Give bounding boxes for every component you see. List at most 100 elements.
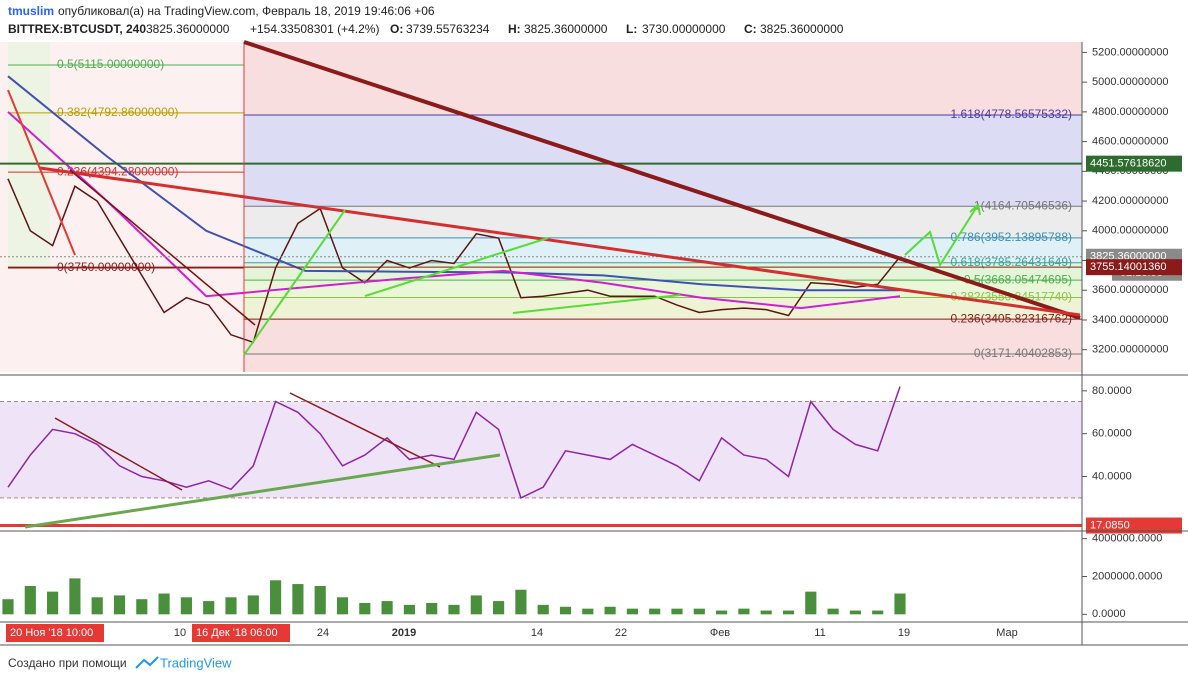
time-badge [192, 624, 290, 642]
y-tick-label: 40.0000 [1092, 470, 1132, 482]
x-tick-label: 24 [317, 627, 329, 639]
ohlc-value: 3739.55763234 [406, 22, 490, 36]
ohlc-value: 3825.36000000 [760, 22, 844, 36]
volume-bar [381, 601, 393, 615]
volume-bar [336, 597, 349, 615]
y-tick-label: 80.0000 [1092, 385, 1132, 397]
volume-bar [47, 591, 59, 615]
user[interactable]: tmuslim [8, 4, 54, 18]
trend-line [7, 89, 76, 256]
x-tick-label: 19 [898, 627, 910, 639]
y-tick-label: 3200.00000000 [1092, 344, 1168, 356]
volume-bar [738, 608, 750, 615]
ohlc-value: 3730.00000000 [642, 22, 726, 36]
volume-bar [716, 610, 728, 615]
volume-bar [827, 608, 839, 615]
volume-bar [359, 602, 371, 615]
volume-bar [270, 580, 282, 615]
fib-label: 0.236(3405.82316762) [951, 311, 1072, 325]
volume-bar [849, 610, 861, 615]
volume-bar [693, 608, 705, 615]
x-tick-label: 2019 [392, 627, 416, 639]
zone [244, 237, 1082, 263]
x-tick-label: 22 [615, 627, 627, 639]
volume-bar [448, 604, 460, 615]
volume-bar [69, 578, 81, 615]
trend-line [69, 169, 256, 326]
series-line [7, 178, 901, 344]
price-badge [1086, 517, 1182, 534]
volume-bar [805, 591, 817, 615]
volume-bar [782, 610, 795, 615]
x-tick-label: 10 [174, 627, 186, 639]
symbol: BITTREX:BTCUSDT, 240 [8, 22, 146, 36]
fib-label: 0(3171.40402853) [974, 346, 1072, 360]
volume-bar [136, 599, 148, 615]
y-tick-label: 5000.00000000 [1092, 76, 1168, 88]
logo [135, 656, 159, 669]
last-price: 3825.36000000 [146, 22, 230, 36]
arrow [904, 204, 979, 268]
x-tick-label: Мар [996, 627, 1018, 639]
zone [244, 319, 1082, 354]
rsi-band [0, 401, 1082, 498]
volume-bar [604, 606, 616, 615]
volume-bar [872, 610, 884, 615]
ohlc-key: H: [508, 22, 521, 36]
price-badge-label: 4451.57618620 [1090, 158, 1166, 170]
trend-line [243, 209, 346, 356]
series-line [7, 111, 901, 310]
zone [244, 42, 1082, 116]
footer-text: Создано при помощи [8, 656, 127, 670]
price-badge-label: 17.0850 [1090, 519, 1130, 531]
volume-bar [247, 595, 259, 615]
y-tick-label: 0.0000 [1092, 608, 1126, 620]
volume-bar [671, 608, 683, 615]
x-tick-label: 11 [814, 627, 825, 639]
fib-label: 0.5(5115.00000000) [57, 57, 164, 71]
volume-bar [91, 597, 103, 615]
x-tick-label: Фев [710, 627, 730, 639]
volume-bar [649, 608, 661, 615]
time-badge [6, 624, 104, 642]
volume-bar [470, 595, 482, 615]
y-tick-label: 4800.00000000 [1092, 106, 1168, 118]
volume-bar [180, 597, 192, 615]
volume-bar [537, 604, 549, 615]
fib-label: 1.618(4778.56575332) [951, 107, 1072, 121]
x-tick-label: 16 Дек '18 06:00 [196, 627, 278, 639]
ohlc-value: 3825.36000000 [524, 22, 608, 36]
trend-line [364, 237, 549, 297]
volume-bar [426, 602, 438, 615]
y-tick-label: 4000000.0000 [1092, 533, 1162, 545]
ohlc-key: L: [626, 22, 637, 36]
footer-brand[interactable]: TradingView [160, 655, 232, 670]
zone [244, 297, 1082, 320]
volume-bar [314, 585, 326, 615]
x-tick-label: 14 [531, 627, 543, 639]
price-badge-label: 3755.14001360 [1090, 261, 1166, 273]
y-tick-label: 60.0000 [1092, 428, 1132, 440]
volume-bar [24, 585, 36, 615]
ohlc-key: O: [390, 22, 403, 36]
trend-line [39, 166, 1081, 317]
x-tick-label: 20 Ноя '18 10:00 [10, 627, 93, 639]
volume-bar [225, 597, 237, 615]
y-tick-label: 5200.00000000 [1092, 46, 1168, 58]
volume-bar [203, 601, 215, 615]
volume-bar [493, 601, 505, 615]
volume-bar [515, 589, 527, 615]
change: +154.33508301 (+4.2%) [250, 22, 379, 36]
trend-line [243, 40, 1081, 320]
price-badge [1086, 259, 1182, 276]
y-tick-label: 4200.00000000 [1092, 195, 1168, 207]
left-zone [8, 42, 50, 270]
volume-bar [559, 606, 572, 615]
volume-bar [292, 584, 304, 615]
ohlc-key: C: [744, 22, 757, 36]
plot: 1.618(4778.56575332) 1(4164.70546536) 0.78… [0, 46, 1182, 642]
volume-bar [113, 595, 126, 615]
volume-bar [894, 593, 906, 615]
fib-label: 0.5(3668.05474695) [964, 272, 1072, 286]
